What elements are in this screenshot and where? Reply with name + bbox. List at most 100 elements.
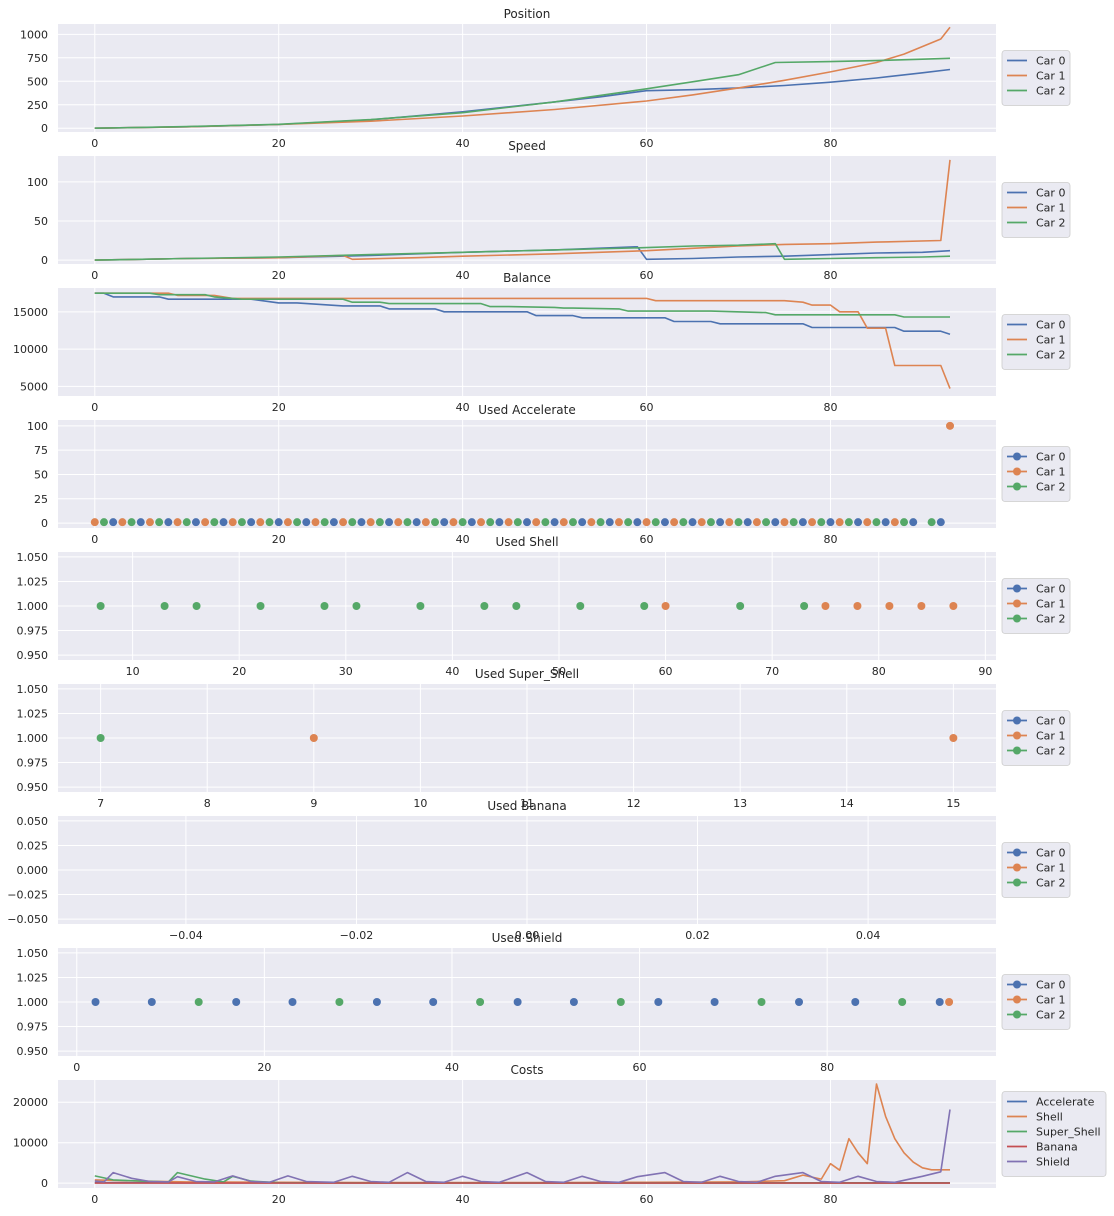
series-car-2: [194, 998, 907, 1006]
x-tick-label: 70: [765, 665, 779, 678]
y-tick-label: 20000: [13, 1096, 48, 1109]
data-point: [476, 998, 485, 1006]
y-tick-label: 1.025: [17, 971, 49, 984]
data-point: [155, 518, 164, 527]
data-point: [596, 518, 605, 527]
legend-label: Car 0: [1036, 319, 1065, 332]
x-tick-label: 80: [823, 1193, 837, 1206]
data-point: [642, 518, 651, 527]
legend-label: Car 0: [1036, 583, 1065, 596]
y-tick-label: 0.950: [17, 781, 49, 794]
x-tick-label: 60: [640, 401, 654, 414]
legend-label: Car 1: [1036, 994, 1065, 1007]
x-tick-label: 90: [978, 665, 992, 678]
series-car-1: [945, 998, 954, 1006]
chart-title: Balance: [503, 271, 551, 285]
y-tick-label: 1.050: [17, 683, 49, 696]
data-point: [160, 602, 169, 610]
series-car-1: [90, 421, 955, 527]
subplot-speed: 0 20 40 60 80 0 50 100 Speed Car 0 Car 1 Car 2: [27, 139, 1071, 282]
y-tick-label: 15000: [13, 306, 48, 319]
data-point: [191, 518, 200, 527]
data-point: [477, 518, 486, 527]
data-point: [616, 998, 625, 1006]
y-tick-label: 1.050: [17, 551, 49, 564]
data-point: [91, 998, 100, 1006]
y-tick-label: 1000: [20, 28, 48, 41]
x-tick-label: 20: [272, 137, 286, 150]
legend-marker: [1013, 995, 1021, 1004]
x-tick-label: 10: [126, 665, 140, 678]
data-point: [320, 518, 329, 527]
y-tick-label: 75: [34, 444, 48, 457]
data-point: [182, 518, 191, 527]
series-car-2: [96, 734, 105, 742]
data-point: [568, 518, 577, 527]
data-point: [927, 518, 936, 527]
data-point: [486, 518, 495, 527]
series-line-car-2: [94, 242, 951, 261]
data-point: [96, 734, 105, 742]
data-point: [532, 518, 541, 527]
legend-label: Car 0: [1036, 847, 1065, 860]
x-tick-label: 60: [640, 269, 654, 282]
data-point: [329, 518, 338, 527]
data-point: [523, 518, 531, 527]
legend-label: Car 1: [1036, 466, 1065, 479]
subplot-balance: 0 20 40 60 80 5000 10000 15000 Balance Car 0 Car 1…: [13, 271, 1071, 414]
data-point: [429, 998, 438, 1006]
data-point: [348, 518, 357, 527]
legend-label: Car 0: [1036, 187, 1065, 200]
y-tick-label: 1.025: [17, 707, 49, 720]
x-tick-label: 40: [456, 401, 470, 414]
plot-background: [58, 24, 996, 132]
x-tick-label: 9: [310, 797, 317, 810]
data-point: [821, 602, 830, 610]
chart-title: Used Shell: [495, 535, 558, 549]
legend: Car 0 Car 1 Car 2: [1001, 446, 1071, 502]
data-point: [210, 518, 219, 527]
x-tick-label: 60: [640, 533, 654, 546]
data-point: [605, 518, 614, 527]
x-tick-label: 80: [872, 665, 886, 678]
data-point: [293, 518, 302, 527]
data-point: [118, 518, 127, 527]
y-tick-label: 250: [27, 99, 48, 112]
x-tick-label: 0.02: [685, 929, 710, 942]
chart-title: Position: [504, 7, 551, 21]
data-point: [900, 518, 909, 527]
data-point: [949, 602, 958, 610]
data-point: [587, 518, 596, 527]
data-point: [762, 518, 771, 527]
data-point: [194, 998, 203, 1006]
data-point: [201, 518, 210, 527]
data-point: [578, 518, 587, 527]
data-point: [339, 518, 348, 527]
y-tick-label: 1.000: [17, 996, 49, 1009]
legend-marker: [1013, 731, 1021, 740]
data-point: [569, 998, 578, 1006]
data-point: [949, 734, 958, 742]
y-tick-label: 0.975: [17, 1021, 49, 1034]
subplot-used-shield: 0 20 40 60 80 0.950 0.975 1.000 1.025 1.050 Used S…: [17, 931, 1071, 1074]
legend-label: Car 0: [1036, 715, 1065, 728]
data-point: [800, 602, 809, 610]
legend-label: Car 1: [1036, 598, 1065, 611]
data-point: [192, 602, 201, 610]
data-point: [302, 518, 311, 527]
data-point: [851, 998, 860, 1006]
legend-box: [1001, 50, 1071, 106]
data-point: [394, 518, 403, 527]
data-point: [256, 602, 265, 610]
series-car-2: [94, 57, 951, 129]
x-tick-label: 80: [820, 1061, 834, 1074]
legend-label: Car 2: [1036, 85, 1065, 98]
legend-marker: [1013, 599, 1021, 608]
legend-label: Car 2: [1036, 877, 1065, 890]
chart-title: Used Accelerate: [478, 403, 576, 417]
series-car-0: [109, 518, 945, 527]
y-tick-label: 25: [34, 493, 48, 506]
data-point: [232, 998, 241, 1006]
data-point: [416, 602, 425, 610]
